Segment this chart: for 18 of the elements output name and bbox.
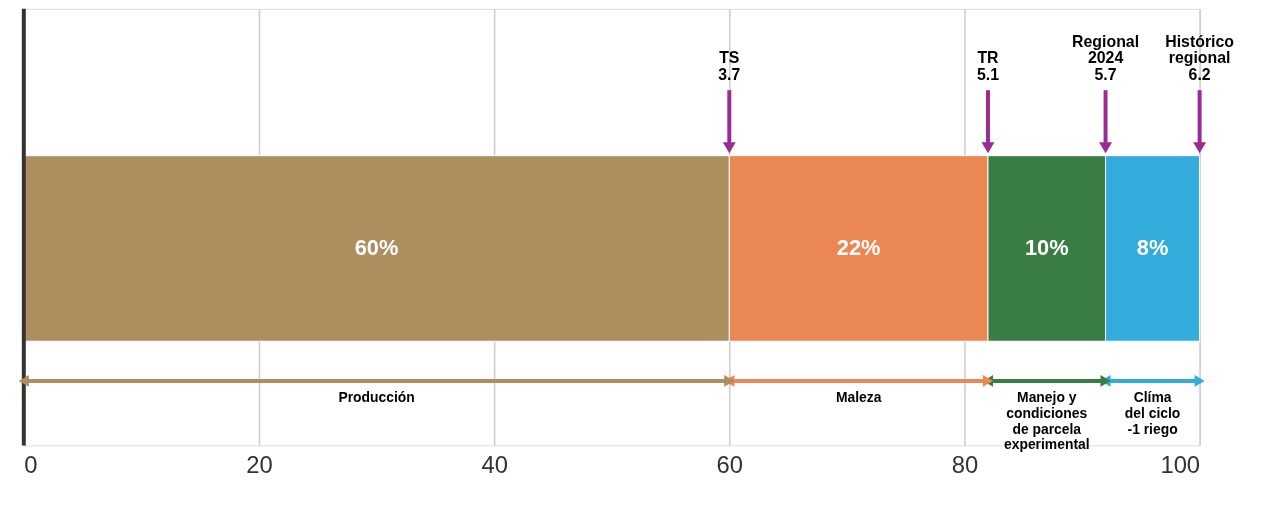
- ref-line-label: Regional 2024 5.7: [1072, 32, 1140, 84]
- ref-line-label: TS 3.7: [718, 49, 741, 84]
- data-label: 60%: [354, 235, 399, 261]
- x-tick-label: 40: [481, 450, 508, 478]
- x-tick-label: 0: [24, 450, 38, 478]
- annotation: Maleza: [835, 388, 882, 405]
- x-tick-label: 80: [951, 450, 979, 478]
- data-label: 22%: [836, 235, 881, 261]
- x-tick-label: 20: [246, 450, 273, 478]
- x-tick-label: 100: [1160, 450, 1201, 478]
- x-tick-label: 60: [716, 450, 744, 478]
- ref-line-label: TR 5.1: [976, 49, 1000, 84]
- data-label: 10%: [1024, 235, 1069, 261]
- ref-line-label: Histórico regional 6.2: [1165, 32, 1235, 84]
- data-label: 8%: [1136, 235, 1169, 261]
- annotation: Manejo y condiciones de parcela experimental: [1003, 388, 1090, 453]
- annotation: Producción: [338, 388, 415, 405]
- annotation: Clíma del ciclo -1 riego: [1124, 388, 1181, 437]
